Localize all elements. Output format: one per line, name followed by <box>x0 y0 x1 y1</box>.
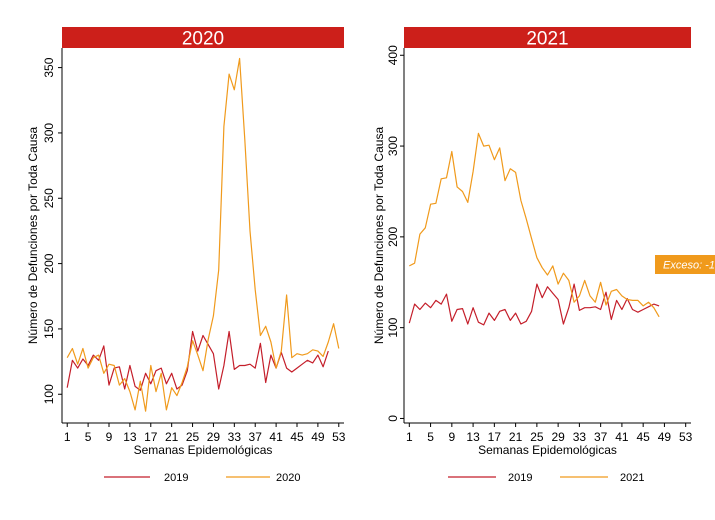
y-tick-label: 350 <box>42 57 56 77</box>
panel-title: 2020 <box>182 29 224 50</box>
x-tick-label: 1 <box>64 430 71 444</box>
y-tick-label: 300 <box>42 123 56 143</box>
x-tick-label: 41 <box>615 430 629 444</box>
legend-label-2019: 2019 <box>164 472 188 484</box>
y-tick-label: 300 <box>386 136 400 156</box>
y-tick-label: 100 <box>386 317 400 337</box>
excess-badge-label: Exceso: -1 <box>663 260 715 272</box>
series-line-2021 <box>409 132 660 318</box>
x-tick-label: 13 <box>466 430 480 444</box>
x-tick-label: 13 <box>123 430 137 444</box>
legend-label-2019: 2019 <box>508 472 532 484</box>
y-tick-label: 400 <box>386 45 400 65</box>
y-tick-label: 200 <box>42 253 56 273</box>
panel-title: 2021 <box>526 29 568 50</box>
x-tick-label: 17 <box>144 430 158 444</box>
x-tick-label: 21 <box>165 430 179 444</box>
x-tick-label: 45 <box>290 430 304 444</box>
x-tick-label: 45 <box>636 430 650 444</box>
panel-header-bar <box>62 27 344 48</box>
x-tick-label: 33 <box>228 430 242 444</box>
excess-annotation: Exceso: -1 <box>655 255 715 274</box>
x-tick-label: 53 <box>332 430 346 444</box>
y-axis-title: Número de Defunciones por Toda Causa <box>372 127 386 345</box>
series-line-2020 <box>66 57 340 412</box>
series-line-2019 <box>408 283 660 326</box>
x-tick-label: 49 <box>311 430 325 444</box>
x-tick-label: 25 <box>186 430 200 444</box>
y-tick-label: 150 <box>42 319 56 339</box>
y-tick-label: 0 <box>386 415 400 422</box>
x-tick-label: 29 <box>551 430 565 444</box>
y-tick-label: 200 <box>386 227 400 247</box>
x-tick-label: 37 <box>594 430 608 444</box>
y-tick-label: 100 <box>42 384 56 404</box>
x-tick-label: 25 <box>530 430 544 444</box>
legend-label-2020: 2020 <box>276 472 300 484</box>
x-tick-label: 37 <box>249 430 263 444</box>
legend-label-2021: 2021 <box>620 472 644 484</box>
series-line-2019 <box>66 330 329 391</box>
x-tick-label: 17 <box>488 430 502 444</box>
x-tick-label: 33 <box>573 430 587 444</box>
x-axis-title: Semanas Epidemológicas <box>134 443 273 457</box>
x-tick-label: 9 <box>448 430 455 444</box>
y-tick-label: 250 <box>42 188 56 208</box>
x-tick-label: 5 <box>427 430 434 444</box>
x-tick-label: 21 <box>509 430 523 444</box>
x-tick-label: 5 <box>85 430 92 444</box>
x-tick-label: 49 <box>658 430 672 444</box>
x-axis-title: Semanas Epidemológicas <box>478 443 617 457</box>
x-tick-label: 9 <box>106 430 113 444</box>
x-tick-label: 1 <box>406 430 413 444</box>
x-tick-label: 29 <box>207 430 221 444</box>
x-tick-label: 53 <box>679 430 693 444</box>
chart-panel-2020: 2020 100 150 200 250 300 350 1 5 9 13 17 21 25 29 33 37 4… <box>26 27 346 484</box>
y-axis-title: Número de Defunciones por Toda Causa <box>26 127 40 345</box>
panel-header-bar <box>404 27 691 48</box>
excess-badge <box>655 255 715 274</box>
chart-panel-2021: 2021 0 100 200 300 400 1 5 9 13 17 21 25 29 33 37 41 45 49… <box>372 27 715 484</box>
x-tick-label: 41 <box>269 430 283 444</box>
